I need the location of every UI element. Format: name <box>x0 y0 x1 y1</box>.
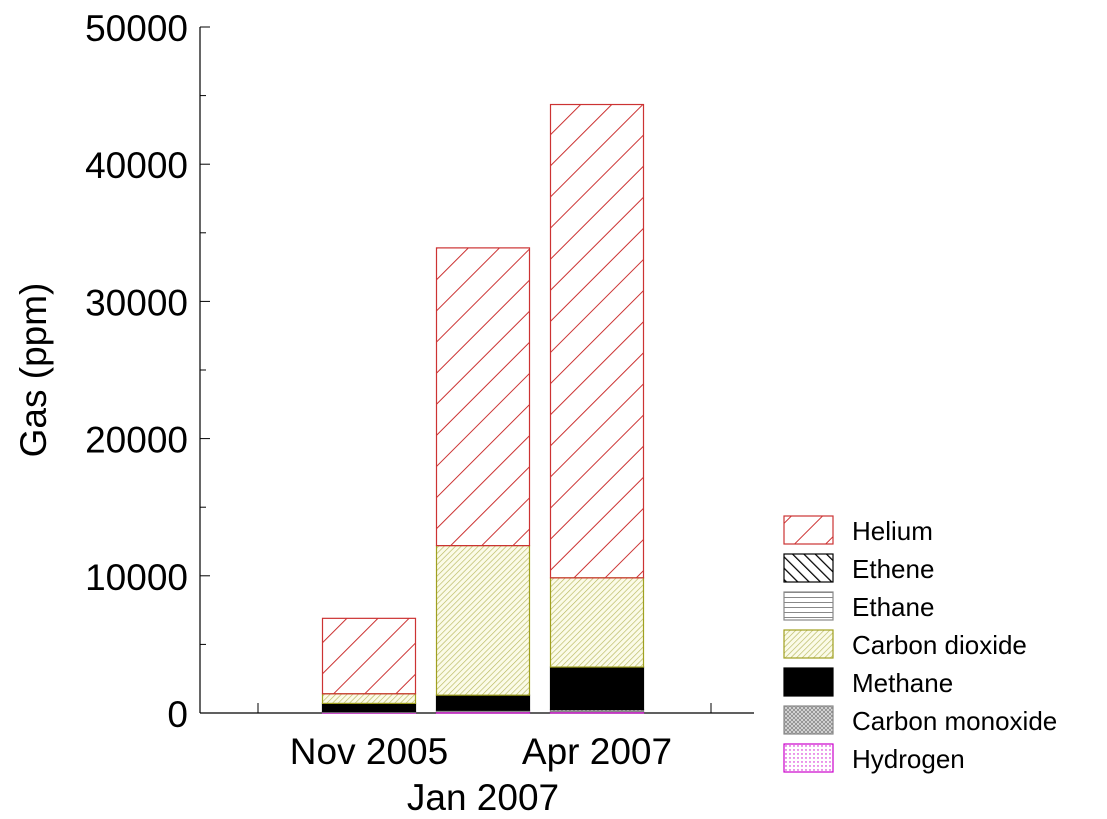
x-tick-label: Jan 2007 <box>407 777 559 818</box>
bar-segment <box>435 694 531 711</box>
legend-swatch <box>783 591 834 621</box>
bar-segment <box>549 103 645 579</box>
y-tick-label: 20000 <box>85 420 188 461</box>
bar-segment <box>321 702 417 713</box>
y-tick-label: 10000 <box>85 557 188 598</box>
bar-segment <box>435 545 531 696</box>
bar-segment <box>321 693 417 704</box>
axis-labels: 0 10000 20000 30000 40000 50000 Nov 2005 Jan 20… <box>13 8 672 818</box>
y-tick-label: 40000 <box>85 145 188 186</box>
legend-swatch <box>783 515 834 545</box>
legend-label: Helium <box>852 516 933 546</box>
legend-label: Ethane <box>852 592 934 622</box>
bar-segment <box>549 577 645 668</box>
legend-swatch <box>783 629 834 659</box>
legend-label: Hydrogen <box>852 744 965 774</box>
legend-swatch <box>783 705 834 735</box>
legend-label: Carbon dioxide <box>852 630 1027 660</box>
legend-label: Carbon monoxide <box>852 706 1057 736</box>
legend-swatch <box>783 553 834 583</box>
y-tick-label: 0 <box>167 694 188 735</box>
legend-swatch <box>783 743 834 773</box>
legend-swatch <box>783 667 834 697</box>
x-tick-label: Nov 2005 <box>290 731 448 772</box>
y-tick-label: 30000 <box>85 282 188 323</box>
y-axis-label: Gas (ppm) <box>13 283 54 458</box>
bars <box>321 103 645 714</box>
legend: Helium Ethene Ethane Carbon dioxide Methane C… <box>783 515 1057 774</box>
bar-segment <box>321 617 417 695</box>
legend-label: Ethene <box>852 554 934 584</box>
bar-segment <box>435 247 531 547</box>
x-tick-label: Apr 2007 <box>522 731 672 772</box>
y-tick-label: 50000 <box>85 8 188 49</box>
bar-segment <box>549 666 645 711</box>
legend-label: Methane <box>852 668 953 698</box>
